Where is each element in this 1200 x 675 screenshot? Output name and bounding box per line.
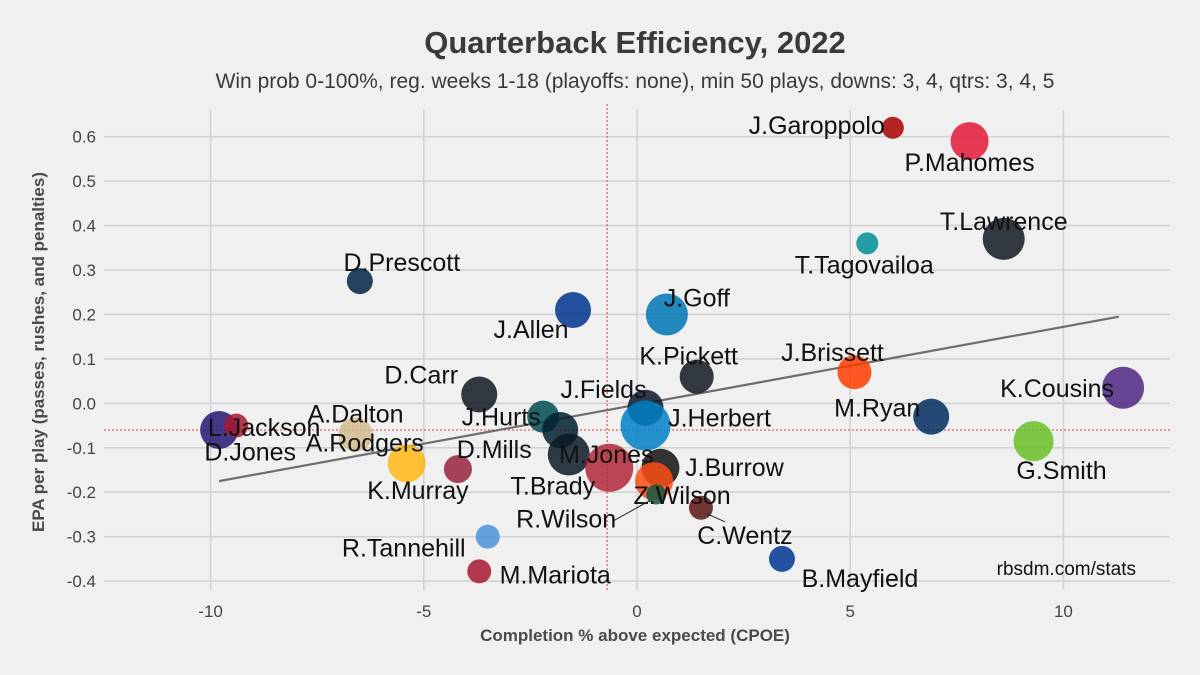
- point-t-brady: [547, 433, 590, 476]
- label-g-smith: G.Smith: [1016, 457, 1106, 485]
- label-b-mayfield: B.Mayfield: [802, 565, 919, 593]
- label-d-prescott: D.Prescott: [343, 249, 460, 277]
- tick-labels: -10 -5 0 5 10 -0.4 -0.3 -0.2 -0.1 0.0 0.1 0.2 0.3 0.4…: [67, 128, 1073, 621]
- label-a-rodgers: A.Rodgers: [306, 429, 424, 457]
- point-k-cousins: [1102, 366, 1145, 409]
- label-j-brissett: J.Brissett: [781, 339, 884, 367]
- label-j-herbert: J.Herbert: [668, 405, 771, 433]
- leader-c-wentz: [706, 513, 726, 523]
- label-z-wilson: Z.Wilson: [633, 482, 730, 510]
- y-tick-label: -0.1: [67, 439, 96, 458]
- x-axis-label: Completion % above expected (CPOE): [480, 626, 790, 645]
- point-j-allen: [555, 292, 592, 328]
- label-c-wentz: C.Wentz: [697, 522, 792, 550]
- x-tick-label: -5: [416, 602, 431, 621]
- point-k-murray: [443, 455, 472, 484]
- point-g-smith: [1013, 421, 1054, 462]
- y-tick-label: 0.2: [72, 305, 96, 324]
- label-j-goff: J.Goff: [664, 284, 730, 312]
- y-tick-label: 0.3: [72, 261, 96, 280]
- y-tick-label: -0.4: [67, 572, 96, 591]
- chart-title: Quarterback Efficiency, 2022: [424, 25, 846, 60]
- label-j-garoppolo: J.Garoppolo: [749, 112, 885, 140]
- label-r-wilson: R.Wilson: [516, 505, 616, 533]
- source-note: rbsdm.com/stats: [997, 559, 1136, 580]
- label-m-jones: M.Jones: [559, 441, 653, 469]
- label-l-jackson: L.Jackson: [208, 414, 321, 442]
- label-d-carr: D.Carr: [384, 361, 458, 389]
- label-m-ryan: M.Ryan: [834, 395, 920, 423]
- label-t-tagovailoa: T.Tagovailoa: [795, 251, 934, 279]
- label-k-murray: K.Murray: [367, 477, 469, 505]
- y-tick-label: 0.0: [72, 394, 96, 413]
- point-r-tannehill: [475, 524, 500, 549]
- label-j-hurts: J.Hurts: [462, 404, 541, 432]
- y-axis-label: EPA per play (passes, rushes, and penalt…: [29, 172, 48, 532]
- trend-line: [218, 315, 1120, 483]
- point-a-rodgers: [387, 444, 426, 483]
- label-k-pickett: K.Pickett: [639, 343, 738, 371]
- point-k-pickett: [679, 359, 714, 394]
- label-k-cousins: K.Cousins: [1000, 375, 1114, 403]
- label-j-fields: J.Fields: [560, 376, 646, 404]
- point-t-lawrence: [982, 217, 1025, 260]
- x-tick-label: 0: [632, 602, 641, 621]
- point-b-mayfield: [768, 545, 795, 572]
- grid: [104, 110, 1170, 590]
- point-d-prescott: [346, 268, 373, 295]
- point-j-brissett: [837, 355, 872, 390]
- x-tick-label: -10: [198, 602, 223, 621]
- y-tick-label: -0.2: [67, 483, 96, 502]
- point-j-garoppolo: [881, 116, 904, 139]
- point-a-dalton: [338, 417, 373, 452]
- data-points: [200, 116, 1145, 584]
- leader-r-wilson: [613, 500, 651, 521]
- point-p-mahomes: [950, 122, 989, 161]
- y-tick-label: 0.6: [72, 128, 96, 147]
- label-d-mills: D.Mills: [457, 436, 532, 464]
- point-labels: J.Garoppolo P.Mahomes T.LawrenceT.Tagovail…: [204, 112, 1114, 593]
- point-m-jones: [585, 443, 634, 492]
- chart-subtitle: Win prob 0-100%, reg. weeks 1-18 (playof…: [216, 70, 1055, 93]
- x-tick-label: 10: [1054, 602, 1073, 621]
- point-j-herbert: [620, 400, 671, 451]
- label-t-lawrence: T.Lawrence: [940, 208, 1068, 236]
- y-tick-label: 0.5: [72, 172, 96, 191]
- point-j-goff: [645, 293, 688, 336]
- label-t-brady: T.Brady: [510, 472, 595, 500]
- label-r-tannehill: R.Tannehill: [342, 535, 466, 563]
- label-a-dalton: A.Dalton: [308, 400, 404, 428]
- x-tick-label: 5: [845, 602, 854, 621]
- label-m-mariota: M.Mariota: [500, 561, 611, 589]
- y-tick-label: 0.1: [72, 350, 96, 369]
- point-m-ryan: [913, 398, 950, 435]
- point-d-carr: [461, 376, 498, 413]
- label-d-jones: D.Jones: [204, 439, 296, 467]
- point-t-tagovailoa: [856, 232, 879, 255]
- y-tick-label: -0.3: [67, 528, 96, 547]
- point-r-wilson: [646, 484, 667, 505]
- y-tick-label: 0.4: [72, 217, 96, 236]
- point-m-mariota: [467, 559, 492, 584]
- label-p-mahomes: P.Mahomes: [905, 149, 1035, 177]
- point-d-jones: [224, 413, 249, 438]
- label-j-burrow: J.Burrow: [685, 454, 785, 482]
- label-j-allen: J.Allen: [494, 316, 569, 344]
